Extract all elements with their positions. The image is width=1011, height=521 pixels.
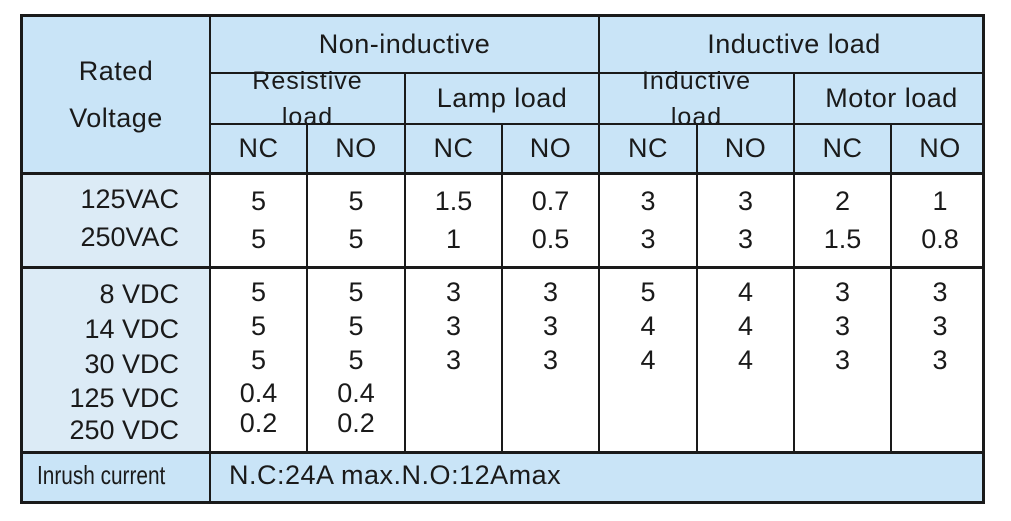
- contact-nc-2: NC: [406, 125, 503, 175]
- ac-col-motor-nc: 2 1.5: [795, 175, 892, 269]
- inductive-sub-header: Inductive load: [600, 67, 795, 131]
- contact-no-1: NO: [308, 125, 406, 175]
- contact-nc-4: NC: [795, 125, 892, 175]
- contact-nc-3: NC: [600, 125, 698, 175]
- relay-rating-table: Rated Voltage Non-inductive Inductive lo…: [20, 14, 985, 504]
- ac-col-motor-no: 1 0.8: [892, 175, 982, 269]
- voltage-14vdc: 14 VDC: [84, 314, 179, 344]
- voltage-250vac: 250VAC: [80, 222, 179, 252]
- inrush-current-value: N.C:24A max.N.O:12Amax: [229, 460, 562, 490]
- dc-col-resistive-no: 5 5 5 0.4 0.2: [308, 269, 406, 454]
- rated-voltage-header: Rated Voltage: [23, 17, 211, 175]
- contact-no-3: NO: [698, 125, 795, 175]
- inrush-current-label: Inrush current: [37, 460, 166, 490]
- ac-voltage-cell: 125VAC 250VAC: [23, 175, 211, 269]
- ac-col-lamp-nc: 1.5 1: [406, 175, 503, 269]
- ac-col-lamp-no: 0.7 0.5: [503, 175, 600, 269]
- inrush-value-cell: N.C:24A max.N.O:12Amax: [211, 454, 982, 501]
- voltage-label: Voltage: [69, 102, 163, 133]
- voltage-8vdc: 8 VDC: [99, 279, 179, 309]
- contact-no-4: NO: [892, 125, 982, 175]
- inrush-label-cell: Inrush current: [23, 454, 211, 501]
- voltage-250vdc: 250 VDC: [69, 415, 179, 445]
- voltage-30vdc: 30 VDC: [84, 349, 179, 379]
- dc-voltage-cell: 8 VDC 14 VDC 30 VDC 125 VDC 250 VDC: [23, 269, 211, 454]
- resistive-load-header: Resistive load: [211, 67, 406, 131]
- voltage-125vac: 125VAC: [80, 184, 179, 214]
- motor-load-header: Motor load: [795, 74, 982, 125]
- lamp-load-header: Lamp load: [406, 74, 600, 125]
- dc-col-resistive-nc: 5 5 5 0.4 0.2: [211, 269, 308, 454]
- contact-no-2: NO: [503, 125, 600, 175]
- rated-label: Rated: [78, 55, 154, 86]
- inductive-load-header: Inductive load: [600, 17, 982, 74]
- non-inductive-header: Non-inductive: [211, 17, 600, 74]
- contact-nc-1: NC: [211, 125, 308, 175]
- voltage-125vdc: 125 VDC: [69, 383, 179, 413]
